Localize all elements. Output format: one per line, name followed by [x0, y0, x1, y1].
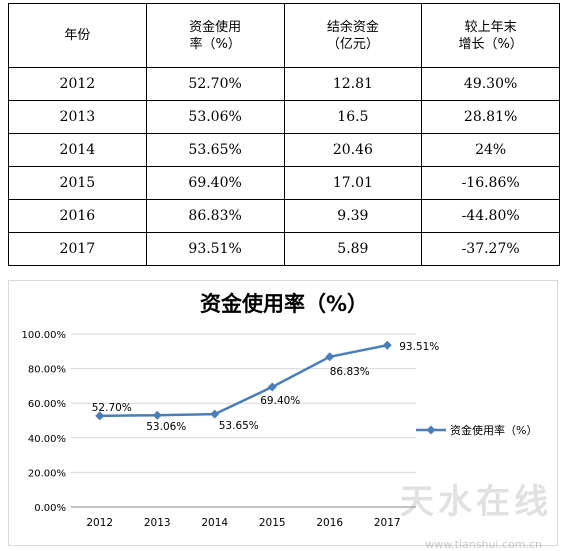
y-tick-label: 40.00% — [28, 434, 66, 445]
chart-title: 资金使用率（%） — [200, 292, 368, 316]
table-cell: 24% — [421, 133, 560, 167]
y-tick-label: 60.00% — [28, 399, 66, 410]
data-point-marker — [382, 340, 392, 350]
table-header-cell: 资金使用 率（%） — [145, 3, 285, 68]
table-row: 2017 93.51% 5.89 -37.27% — [8, 232, 560, 266]
table-row: 2014 53.65% 20.46 24% — [8, 133, 560, 167]
table-cell: 2016 — [8, 199, 147, 233]
table-cell: 69.40% — [145, 166, 285, 200]
legend-marker — [426, 425, 436, 435]
table-cell: -37.27% — [421, 232, 560, 266]
table-cell: 2012 — [8, 67, 147, 101]
chart-container: 资金使用率（%） 0.00% 20.00% 40.00% 60.00% 80.00% 100… — [8, 280, 558, 546]
table-cell: 2013 — [8, 100, 147, 134]
x-tick-label: 2015 — [259, 517, 286, 529]
y-tick-label: 100.00% — [22, 330, 67, 341]
data-label: 52.70% — [92, 402, 132, 414]
series-line — [99, 344, 388, 418]
table-cell: 2017 — [8, 232, 147, 266]
data-point-marker — [95, 411, 105, 421]
data-point-marker — [152, 410, 162, 420]
table-row: 2016 86.83% 9.39 -44.80% — [8, 199, 560, 233]
y-tick-label: 80.00% — [28, 365, 66, 376]
table-cell: 52.70% — [145, 67, 285, 101]
watermark-url: www.tianshui.com.cn — [425, 538, 542, 551]
table-row: 2012 52.70% 12.81 49.30% — [8, 67, 560, 101]
table-cell: 28.81% — [421, 100, 560, 134]
y-tick-label: 20.00% — [28, 468, 66, 479]
table-header-row: 年份 资金使用 率（%） 结余资金 （亿元） 较上年末 增长（%） — [8, 3, 560, 68]
y-tick-label: 0.00% — [34, 503, 66, 514]
legend-label: 资金使用率（%） — [450, 423, 537, 437]
line-chart: 资金使用率（%） 0.00% 20.00% 40.00% 60.00% 80.00% 100… — [22, 292, 538, 529]
x-tick-label: 2014 — [201, 517, 228, 529]
table-cell: 9.39 — [283, 199, 423, 233]
table-cell: 17.01 — [283, 166, 423, 200]
table-cell: 86.83% — [145, 199, 285, 233]
table-cell: 2015 — [8, 166, 147, 200]
table-row: 2013 53.06% 16.5 28.81% — [8, 100, 560, 134]
data-point-marker — [210, 409, 220, 419]
data-label: 86.83% — [330, 366, 370, 378]
table-header-cell: 结余资金 （亿元） — [283, 3, 423, 68]
x-tick-label: 2017 — [374, 517, 401, 529]
table-cell: -44.80% — [421, 199, 560, 233]
table-cell: 93.51% — [145, 232, 285, 266]
data-point-marker — [267, 382, 277, 392]
table-cell: 2014 — [8, 133, 147, 167]
x-tick-label: 2012 — [86, 517, 113, 529]
data-table: 年份 资金使用 率（%） 结余资金 （亿元） 较上年末 增长（%） 2012 52.70… — [8, 3, 560, 266]
table-cell: 20.46 — [283, 133, 423, 167]
table-row: 2015 69.40% 17.01 -16.86% — [8, 166, 560, 200]
table-cell: 53.06% — [145, 100, 285, 134]
table-cell: 12.81 — [283, 67, 423, 101]
data-label: 53.06% — [146, 421, 186, 433]
data-point-marker — [325, 352, 335, 362]
data-label: 69.40% — [260, 395, 300, 407]
data-label: 53.65% — [219, 420, 259, 432]
table-header-cell: 较上年末 增长（%） — [421, 3, 560, 68]
table-cell: 16.5 — [283, 100, 423, 134]
x-tick-label: 2013 — [144, 517, 171, 529]
watermark-logo: 天水在线 — [400, 482, 552, 522]
table-header-cell: 年份 — [8, 3, 147, 68]
table-cell: 5.89 — [283, 232, 423, 266]
table-cell: -16.86% — [421, 166, 560, 200]
x-tick-label: 2016 — [316, 517, 343, 529]
table-cell: 49.30% — [421, 67, 560, 101]
data-label: 93.51% — [399, 341, 439, 353]
table-cell: 53.65% — [145, 133, 285, 167]
